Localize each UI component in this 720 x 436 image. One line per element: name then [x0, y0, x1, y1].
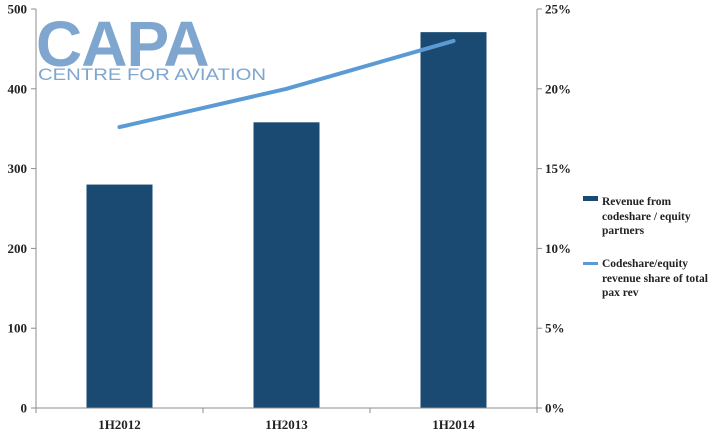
bar-1H2013: [253, 122, 320, 408]
legend-line: codeshare / equity: [602, 210, 691, 223]
bar-1H2012: [86, 184, 153, 408]
left-tick-label: 400: [8, 81, 28, 96]
right-tick-label: 20%: [545, 81, 571, 96]
right-tick-label: 15%: [545, 161, 571, 176]
right-tick-label: 25%: [545, 2, 571, 17]
left-tick-label: 500: [8, 2, 28, 17]
legend-label-line: Codeshare/equity revenue share of total …: [602, 257, 720, 301]
left-tick-label: 300: [8, 161, 28, 176]
right-tick-label: 0%: [545, 401, 565, 416]
x-tick-label: 1H2014: [432, 417, 475, 432]
right-tick-label: 5%: [545, 321, 565, 336]
line-series: [117, 38, 456, 130]
legend-label-bar: Revenue from codeshare / equity partners: [602, 195, 720, 239]
bar-series: [86, 32, 487, 408]
bar-1H2014: [420, 32, 487, 408]
logo-main-text: CAPA: [36, 8, 209, 80]
left-tick-label: 200: [8, 241, 28, 256]
legend-line: revenue share of total: [602, 272, 708, 285]
right-axis-ticks: 0% 5% 10% 15% 20% 25%: [537, 2, 571, 416]
x-tick-label: 1H2012: [98, 417, 141, 432]
left-axis-ticks: 0 100 200 300 400 500: [8, 2, 36, 416]
legend-swatch-line: [583, 262, 598, 265]
x-axis-ticks: 1H2012 1H2013 1H2014: [35, 408, 538, 432]
left-tick-label: 0: [21, 401, 28, 416]
right-tick-label: 10%: [545, 241, 571, 256]
legend-line: pax rev: [602, 287, 639, 299]
legend-line: Codeshare/equity: [602, 258, 689, 270]
legend-swatch-bar: [583, 196, 598, 201]
axes: [35, 9, 538, 409]
logo-sub-text: CENTRE FOR AVIATION: [38, 65, 266, 84]
legend-line: partners: [602, 225, 645, 237]
legend-line: Revenue from: [602, 196, 672, 208]
left-tick-label: 100: [8, 321, 28, 336]
capa-logo: CAPA CENTRE FOR AVIATION: [36, 8, 266, 84]
x-tick-label: 1H2013: [265, 417, 308, 432]
line-share-of-pax-rev: [117, 38, 456, 130]
